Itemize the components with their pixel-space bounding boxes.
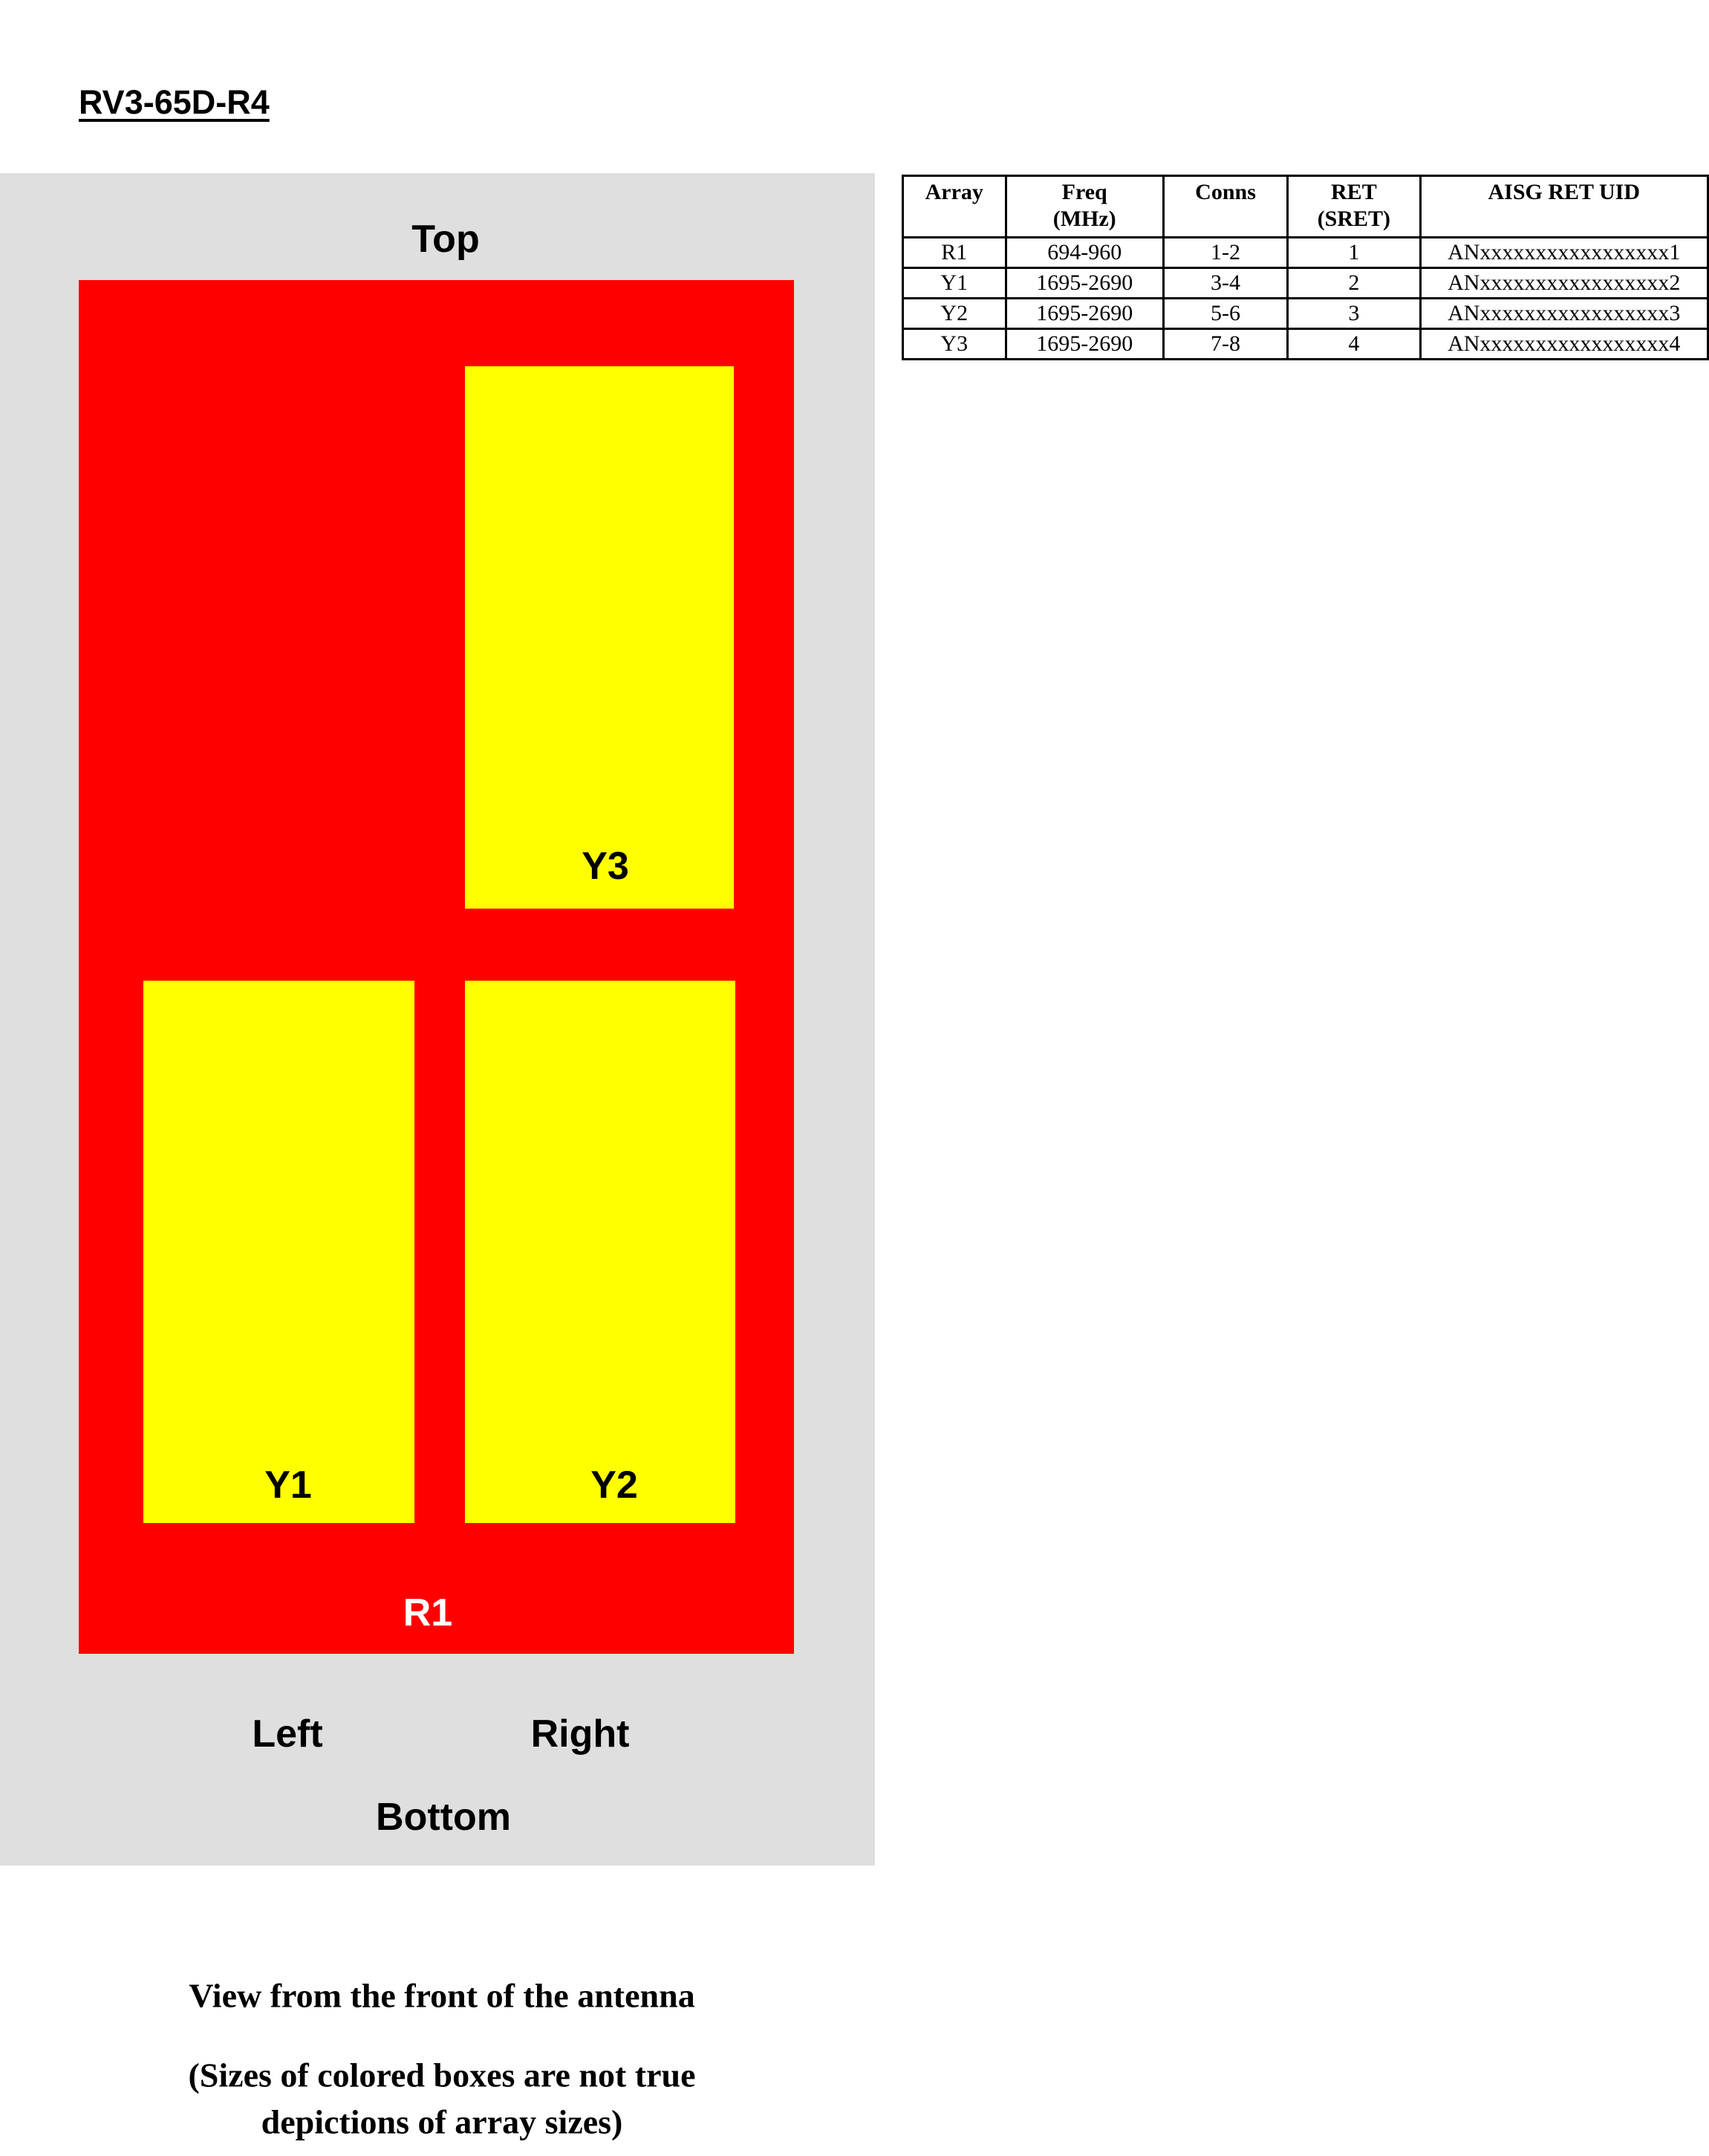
cell-freq: 1695-2690 <box>1004 267 1165 299</box>
column-header-aisg-ret-uid: AISG RET UID <box>1419 175 1709 238</box>
cell-ret: 4 <box>1286 328 1422 360</box>
cell-ret: 2 <box>1286 267 1422 299</box>
cell-array: Y2 <box>902 297 1007 330</box>
caption-size-disclaimer-line1: (Sizes of colored boxes are not true <box>188 2056 696 2094</box>
column-header-array: Array <box>902 175 1007 238</box>
cell-ret: 1 <box>1286 236 1422 269</box>
column-header-freq: Freq (MHz) <box>1004 175 1165 238</box>
cell-freq: 1695-2690 <box>1004 297 1165 330</box>
cell-array: Y3 <box>902 328 1007 360</box>
cell-conns: 1-2 <box>1162 236 1289 269</box>
array-label-r1: R1 <box>403 1591 453 1634</box>
caption-size-disclaimer-line2: depictions of array sizes) <box>261 2103 623 2141</box>
array-y2-yellow-box <box>465 981 735 1523</box>
page-title: RV3-65D-R4 <box>79 83 270 121</box>
table-row-y3: Y3 1695-2690 7-8 4 ANxxxxxxxxxxxxxxxxx4 <box>902 328 1709 360</box>
cell-conns: 7-8 <box>1162 328 1289 360</box>
cell-aisg-ret-uid: ANxxxxxxxxxxxxxxxxx3 <box>1419 297 1709 330</box>
array-y3-yellow-box <box>465 366 734 909</box>
cell-conns: 5-6 <box>1162 297 1289 330</box>
orientation-label-bottom: Bottom <box>376 1796 511 1839</box>
cell-aisg-ret-uid: ANxxxxxxxxxxxxxxxxx1 <box>1419 236 1709 269</box>
table-row-y2: Y2 1695-2690 5-6 3 ANxxxxxxxxxxxxxxxxx3 <box>902 297 1709 330</box>
table-row-y1: Y1 1695-2690 3-4 2 ANxxxxxxxxxxxxxxxxx2 <box>902 267 1709 299</box>
cell-array: Y1 <box>902 267 1007 299</box>
orientation-label-top: Top <box>411 218 480 261</box>
column-header-conns: Conns <box>1162 175 1289 238</box>
cell-aisg-ret-uid: ANxxxxxxxxxxxxxxxxx2 <box>1419 267 1709 299</box>
cell-aisg-ret-uid: ANxxxxxxxxxxxxxxxxx4 <box>1419 328 1709 360</box>
cell-freq: 694-960 <box>1004 236 1165 269</box>
array-label-y1: Y1 <box>264 1464 312 1507</box>
ret-spec-table-header: Array Freq (MHz) Conns RET (SRET) AISG R… <box>902 175 1709 238</box>
cell-conns: 3-4 <box>1162 267 1289 299</box>
caption-view-note: View from the front of the antenna <box>189 1976 695 2015</box>
orientation-label-left: Left <box>252 1712 323 1756</box>
array-label-y3: Y3 <box>582 845 629 888</box>
table-row-r1: R1 694-960 1-2 1 ANxxxxxxxxxxxxxxxxx1 <box>902 236 1709 269</box>
orientation-label-right: Right <box>530 1712 630 1756</box>
array-y1-yellow-box <box>143 981 414 1523</box>
cell-freq: 1695-2690 <box>1004 328 1165 360</box>
table-header-row: Array Freq (MHz) Conns RET (SRET) AISG R… <box>902 175 1709 238</box>
array-label-y2: Y2 <box>590 1464 638 1507</box>
cell-array: R1 <box>902 236 1007 269</box>
cell-ret: 3 <box>1286 297 1422 330</box>
column-header-ret: RET (SRET) <box>1286 175 1422 238</box>
ret-spec-table: Array Freq (MHz) Conns RET (SRET) AISG R… <box>902 175 1709 360</box>
ret-spec-table-body: R1 694-960 1-2 1 ANxxxxxxxxxxxxxxxxx1 Y1… <box>902 236 1709 360</box>
